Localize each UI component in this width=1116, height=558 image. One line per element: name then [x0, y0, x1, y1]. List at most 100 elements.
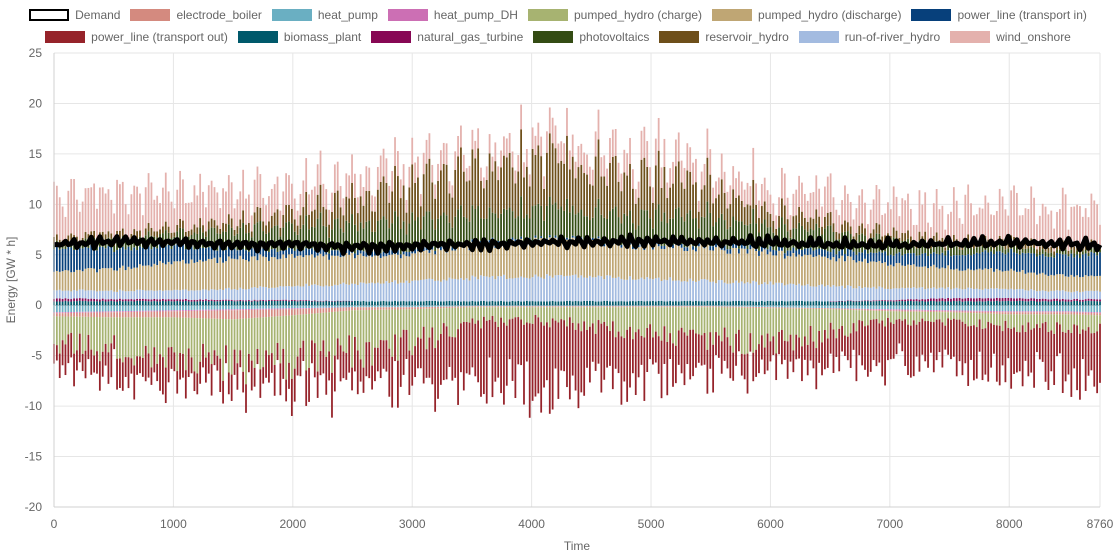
bar: [179, 317, 181, 353]
bar: [173, 245, 176, 262]
legend-item-pumped-hydro-discharge[interactable]: pumped_hydro (discharge): [712, 8, 901, 22]
bar: [362, 256, 365, 283]
bar: [769, 307, 772, 309]
bar: [674, 280, 677, 302]
bar: [448, 307, 451, 337]
bar: [405, 305, 408, 308]
legend-item-power-line-out[interactable]: power_line (transport out): [45, 30, 228, 44]
bar: [270, 308, 273, 310]
bar: [594, 131, 597, 157]
legend-item-biomass-plant[interactable]: biomass_plant: [237, 30, 361, 44]
bar: [514, 317, 517, 399]
bar: [775, 308, 778, 354]
bar: [1038, 273, 1041, 291]
bar: [909, 299, 912, 301]
legend-item-demand[interactable]: Demand: [29, 8, 120, 22]
bar: [781, 282, 783, 301]
bar: [686, 305, 689, 307]
bar: [869, 209, 872, 234]
bar: [832, 329, 835, 373]
legend-item-pumped-hydro-charge[interactable]: pumped_hydro (charge): [527, 8, 702, 22]
bar: [247, 310, 250, 319]
bar: [844, 308, 846, 309]
bar: [402, 329, 405, 375]
bar: [371, 251, 373, 257]
legend-item-reservoir-hydro[interactable]: reservoir_hydro: [659, 30, 789, 44]
bar: [253, 212, 256, 225]
bar: [543, 188, 545, 221]
bar: [715, 181, 717, 199]
legend-item-heat-pump-dh[interactable]: heat_pump_DH: [387, 8, 518, 22]
bar: [752, 147, 755, 180]
bar: [362, 282, 365, 301]
bar: [1087, 256, 1090, 277]
bar: [517, 317, 520, 365]
bar: [256, 305, 259, 309]
bar: [176, 310, 179, 312]
bar: [712, 301, 715, 306]
bar: [692, 301, 694, 306]
bar: [695, 305, 697, 307]
bar: [61, 271, 64, 291]
bar: [1096, 301, 1099, 306]
bar: [677, 207, 680, 243]
bar: [448, 300, 451, 306]
legend-item-electrode-boiler[interactable]: electrode_boiler: [130, 8, 262, 22]
bar: [818, 188, 821, 217]
bar: [729, 249, 732, 254]
bar: [901, 198, 904, 233]
legend-item-wind-onshore[interactable]: wind_onshore: [950, 30, 1071, 44]
bar: [875, 300, 878, 302]
bar: [262, 317, 265, 368]
bar: [1081, 251, 1084, 255]
bar: [465, 306, 468, 308]
legend-item-run-of-river-hydro[interactable]: run-of-river_hydro: [798, 30, 940, 44]
bar: [374, 301, 376, 306]
bar: [356, 231, 359, 250]
bar: [124, 305, 127, 312]
bar: [938, 312, 941, 320]
bar: [451, 305, 454, 307]
bar: [666, 223, 669, 242]
bar: [348, 305, 351, 308]
bar: [947, 297, 950, 302]
bar: [482, 177, 485, 189]
legend-item-natural-gas-turbine[interactable]: natural_gas_turbine: [371, 30, 523, 44]
bar: [399, 301, 402, 306]
bar: [1056, 311, 1058, 313]
bar: [603, 300, 606, 306]
legend-item-photovoltaics[interactable]: photovoltaics: [533, 30, 649, 44]
bar: [806, 308, 809, 345]
bar: [336, 218, 339, 251]
y-tick-label: 10: [29, 197, 43, 211]
bar: [591, 169, 594, 186]
bar: [864, 326, 866, 370]
bar: [932, 252, 935, 265]
bar: [1064, 276, 1067, 292]
bar: [236, 289, 239, 301]
bar: [823, 309, 826, 331]
bar: [746, 305, 749, 307]
bar: [623, 307, 626, 339]
bar: [354, 336, 356, 372]
bar: [566, 300, 568, 306]
bar: [256, 300, 259, 302]
bar: [709, 281, 712, 302]
bar: [795, 228, 798, 251]
bar: [399, 307, 402, 310]
bar: [523, 324, 525, 405]
bar: [1090, 313, 1093, 316]
bar: [626, 305, 629, 307]
bar: [806, 344, 809, 376]
bar: [778, 250, 780, 283]
legend-item-power-line-in[interactable]: power_line (transport in): [911, 8, 1087, 22]
bar: [712, 250, 715, 282]
bar: [898, 310, 901, 312]
bar: [835, 301, 838, 302]
legend-item-heat-pump[interactable]: heat_pump: [271, 8, 378, 22]
bar: [1030, 272, 1033, 290]
bar: [978, 268, 981, 290]
bar: [749, 249, 752, 284]
bar: [116, 299, 118, 302]
bar: [96, 299, 98, 302]
